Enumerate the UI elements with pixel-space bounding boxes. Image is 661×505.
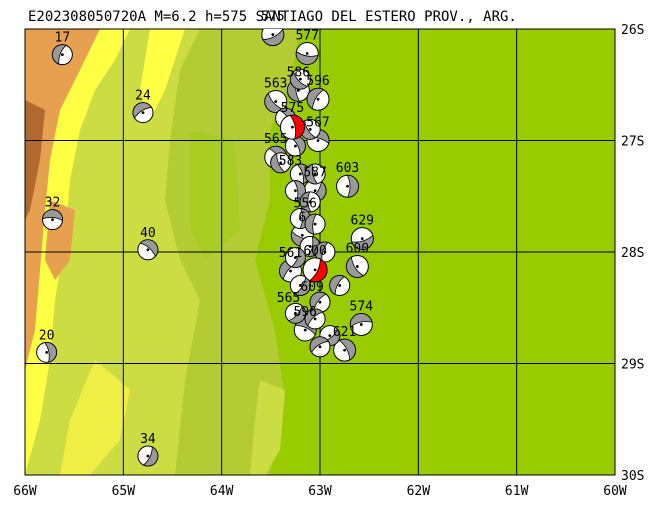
event-label: 609 — [300, 280, 323, 295]
event-label: 34 — [140, 432, 156, 447]
event-label: 583 — [279, 154, 302, 169]
focal-mechanism — [302, 257, 328, 283]
focal-mechanism — [284, 302, 306, 324]
event-label: 575 — [261, 10, 284, 25]
event-label: 567 — [306, 116, 329, 131]
focal-mechanism — [137, 239, 159, 261]
event-label: 40 — [140, 226, 156, 241]
event-label: 603 — [336, 161, 359, 176]
event-label: 600 — [303, 244, 326, 259]
lon-tick-label: 64W — [210, 484, 234, 499]
event-label: 24 — [135, 89, 151, 104]
focal-mechanism — [345, 254, 369, 278]
event-label: 600 — [346, 241, 369, 256]
longitude-axis: 66W 65W 64W 63W 62W 61W 60W — [13, 484, 627, 499]
event-label: 586 — [287, 65, 310, 80]
focal-mechanism — [336, 174, 360, 198]
focal-mechanism — [284, 135, 306, 157]
event-label: 577 — [295, 29, 318, 44]
event-label: 596 — [306, 74, 329, 89]
lat-tick-label: 27S — [621, 135, 644, 150]
focal-mechanism — [51, 44, 73, 66]
focal-mechanism — [304, 163, 326, 185]
focal-mechanism — [289, 68, 311, 90]
lat-tick-label: 28S — [621, 246, 644, 261]
focal-mechanism — [299, 235, 321, 257]
focal-mechanism — [137, 445, 159, 467]
event-label: 32 — [45, 196, 61, 211]
yellow-band — [140, 29, 185, 120]
lon-tick-label: 60W — [603, 484, 627, 499]
focal-mechanism — [306, 87, 330, 111]
event-label: 561 — [279, 246, 302, 261]
event-label: 574 — [350, 299, 374, 314]
lat-tick-label: 26S — [621, 23, 644, 38]
focal-mechanism — [289, 274, 311, 296]
focal-mechanism — [264, 89, 288, 113]
lat-tick-label: 30S — [621, 469, 644, 484]
lat-tick-label: 29S — [621, 358, 644, 373]
lon-tick-label: 65W — [112, 484, 136, 499]
lon-tick-label: 63W — [308, 484, 332, 499]
focal-mechanism — [42, 209, 64, 231]
event-label: 596 — [294, 305, 317, 320]
event-label: 575 — [281, 101, 304, 116]
event-label: 629 — [351, 214, 374, 229]
event-label: 563 — [264, 76, 287, 91]
event-label: 565 — [277, 291, 300, 306]
focal-mechanism — [295, 42, 319, 66]
lon-tick-label: 66W — [13, 484, 37, 499]
focal-mechanism — [304, 308, 326, 330]
lon-tick-label: 62W — [407, 484, 431, 499]
event-label: 556 — [294, 196, 317, 211]
focal-mechanism — [132, 102, 154, 124]
focal-mechanism — [36, 341, 58, 363]
event-label: 6 — [298, 210, 306, 225]
event-labels: 1724324020345755775635865965755675656035… — [39, 10, 374, 447]
focal-mechanism — [261, 29, 285, 47]
map-frame — [24, 28, 616, 476]
focal-mechanism — [333, 338, 357, 362]
map-title: E202308050720A M=6.2 h=575 SANTIAGO DEL … — [28, 9, 517, 25]
event-label: 621 — [333, 325, 356, 340]
event-layer — [36, 29, 374, 467]
focal-mechanism — [314, 241, 336, 263]
event-label: 587 — [303, 166, 326, 181]
focal-mechanism — [350, 227, 374, 251]
brown-zone — [25, 100, 45, 220]
lon-tick-label: 61W — [505, 484, 529, 499]
ridge-east — [250, 380, 285, 475]
focal-mechanism — [309, 291, 331, 313]
plain-zone-2 — [190, 130, 240, 260]
event-label: 565 — [264, 132, 287, 147]
focal-mechanism — [309, 336, 331, 358]
yellow-south — [60, 360, 130, 475]
event-label: 17 — [55, 31, 71, 46]
focal-mechanism — [349, 312, 373, 336]
focal-mechanism — [304, 213, 326, 235]
focal-mechanism — [329, 274, 351, 296]
focal-mechanism — [279, 114, 305, 140]
focal-mechanism — [284, 247, 306, 269]
event-label: 20 — [39, 328, 55, 343]
latitude-axis: 26S 27S 28S 29S 30S — [621, 23, 644, 484]
focal-mechanism — [270, 152, 292, 174]
